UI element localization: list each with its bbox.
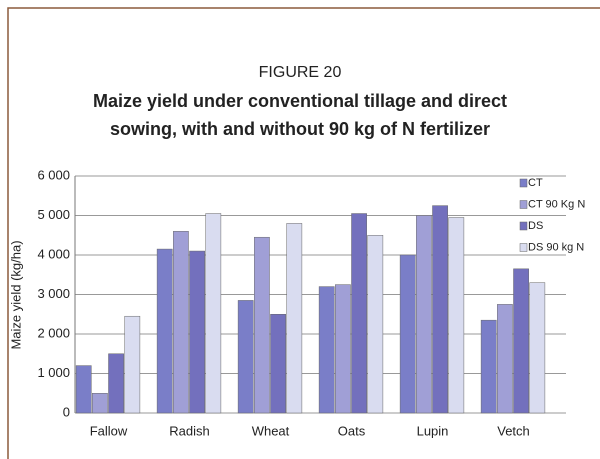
bar [416,215,432,414]
chart-subtitle: Maize yield under conventional tillage a… [93,91,507,111]
bar [351,213,367,414]
legend-swatch [519,243,528,252]
bar [497,304,513,414]
bar [529,282,546,414]
frame [7,7,600,459]
bar [173,231,189,414]
y-tick-label: 2 000 [37,325,70,340]
bar [189,250,205,414]
bar [286,223,303,414]
bar [432,205,448,414]
y-tick-label: 6 000 [37,167,70,182]
bar [205,213,222,414]
y-axis-label: Maize yield (kg/ha) [8,240,23,349]
y-tick-label: 5 000 [37,207,70,222]
y-tick-label: 3 000 [37,286,70,301]
legend-label: DS 90 kg N [528,241,584,253]
chart-title: FIGURE 20 [259,64,342,81]
bar [108,353,124,414]
y-tick-label: 1 000 [37,365,70,380]
chart-subtitle: sowing, with and without 90 kg of N fert… [110,119,490,139]
bar [318,286,335,414]
bar [124,315,141,414]
bar [92,393,108,414]
x-tick-label: Vetch [497,423,530,438]
y-tick-label: 0 [63,404,70,419]
legend-swatch [519,221,528,231]
x-tick-label: Oats [338,423,366,438]
bar [237,300,254,414]
y-tick-label: 4 000 [37,246,70,261]
x-tick-label: Radish [169,423,209,438]
x-tick-label: Lupin [417,423,449,438]
x-tick-label: Wheat [252,423,290,438]
bar [367,235,384,414]
bar [156,248,173,414]
legend-label: CT [528,177,543,189]
legend-swatch [519,178,528,188]
bar [270,314,286,414]
bar [335,284,351,414]
bar [399,254,416,414]
bar [513,268,529,414]
legend-label: DS [528,220,543,232]
bar [448,217,465,414]
bar [254,236,270,414]
legend-label: CT 90 Kg N [528,198,585,210]
bar [75,365,92,414]
legend-swatch [519,200,528,209]
x-tick-label: Fallow [90,423,128,438]
bar [480,319,497,414]
